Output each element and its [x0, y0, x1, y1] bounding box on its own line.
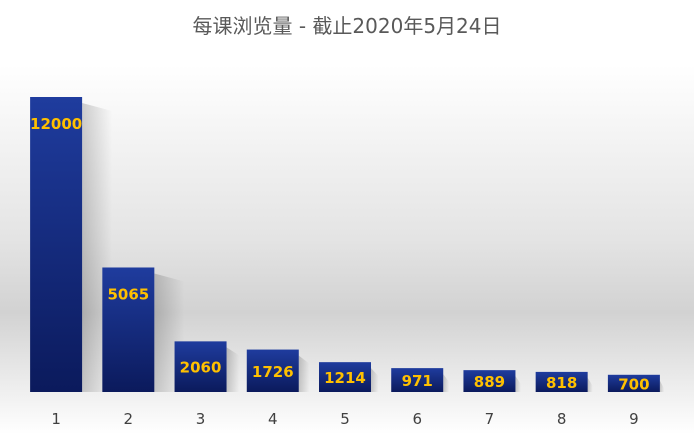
- data-label-5: 1214: [324, 369, 366, 387]
- bar-8: [535, 371, 588, 392]
- bar-shadow: [515, 376, 521, 392]
- bar-shadow: [587, 377, 593, 392]
- data-labels: 12000 5065 2060 1726 1214 971 889 818 700: [30, 115, 650, 393]
- data-label-4: 1726: [252, 363, 294, 381]
- bars: [30, 97, 660, 392]
- bar-3: [174, 341, 227, 392]
- data-label-9: 700: [618, 375, 649, 393]
- data-label-1: 12000: [30, 115, 82, 133]
- x-tick-3: 3: [196, 410, 206, 428]
- x-tick-2: 2: [124, 410, 134, 428]
- data-label-6: 971: [402, 372, 433, 390]
- x-tick-8: 8: [557, 410, 567, 428]
- chart-title: 每课浏览量 - 截止2020年5月24日: [192, 14, 501, 38]
- bar-shadow: [371, 368, 379, 392]
- x-tick-9: 9: [629, 410, 639, 428]
- bar-shadow: [659, 380, 665, 392]
- bar-7: [463, 370, 516, 392]
- bar-shadow: [298, 355, 310, 392]
- bar-5: [319, 362, 371, 392]
- bar-6: [391, 368, 444, 392]
- data-label-7: 889: [474, 373, 505, 391]
- x-tick-4: 4: [268, 410, 278, 428]
- data-label-8: 818: [546, 374, 577, 392]
- x-tick-7: 7: [485, 410, 495, 428]
- x-tick-6: 6: [412, 410, 422, 428]
- bar-2: [102, 267, 155, 392]
- x-tick-1: 1: [51, 410, 61, 428]
- bar-shadow: [226, 347, 240, 392]
- data-label-2: 5065: [107, 285, 149, 303]
- bar-shadow: [443, 374, 450, 392]
- bar-1: [30, 97, 83, 392]
- x-axis-ticks: 1 2 3 4 5 6 7 8 9: [51, 410, 638, 428]
- bar-9: [607, 374, 660, 392]
- data-label-3: 2060: [180, 359, 222, 377]
- bar-4: [246, 349, 299, 392]
- x-tick-5: 5: [340, 410, 350, 428]
